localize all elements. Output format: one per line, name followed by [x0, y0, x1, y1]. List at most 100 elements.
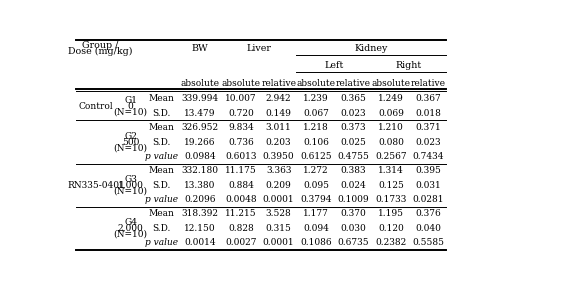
Text: 0.1733: 0.1733 [375, 195, 407, 204]
Text: Mean: Mean [149, 123, 175, 132]
Text: 0.7434: 0.7434 [413, 152, 444, 161]
Text: p value: p value [145, 195, 178, 204]
Text: 3.528: 3.528 [266, 210, 292, 218]
Text: 0.315: 0.315 [266, 224, 292, 233]
Text: 3.363: 3.363 [266, 166, 292, 175]
Text: 0.030: 0.030 [340, 224, 366, 233]
Text: 0.120: 0.120 [378, 224, 404, 233]
Text: BW: BW [191, 44, 208, 53]
Text: 0.0048: 0.0048 [225, 195, 257, 204]
Text: 0.6735: 0.6735 [338, 238, 369, 247]
Text: 0.4755: 0.4755 [338, 152, 370, 161]
Text: 0.094: 0.094 [303, 224, 329, 233]
Text: 0.149: 0.149 [266, 109, 292, 118]
Text: 0.383: 0.383 [341, 166, 366, 175]
Text: relative: relative [336, 79, 371, 88]
Text: 0.069: 0.069 [378, 109, 404, 118]
Text: 2.942: 2.942 [266, 94, 292, 103]
Text: Mean: Mean [149, 166, 175, 175]
Text: 0.203: 0.203 [266, 137, 292, 147]
Text: 1.249: 1.249 [378, 94, 404, 103]
Text: 0.0027: 0.0027 [225, 238, 257, 247]
Text: absolute: absolute [222, 79, 260, 88]
Text: 13.380: 13.380 [184, 181, 216, 190]
Text: 3.011: 3.011 [266, 123, 292, 132]
Text: 0.2382: 0.2382 [375, 238, 407, 247]
Text: 0.0281: 0.0281 [413, 195, 444, 204]
Text: 0.370: 0.370 [340, 210, 366, 218]
Text: 0.6013: 0.6013 [225, 152, 257, 161]
Text: (N=10): (N=10) [114, 143, 148, 152]
Text: 0.3794: 0.3794 [300, 195, 332, 204]
Text: 0.884: 0.884 [228, 181, 254, 190]
Text: 0.5585: 0.5585 [412, 238, 444, 247]
Text: 0.3950: 0.3950 [263, 152, 294, 161]
Text: 318.392: 318.392 [181, 210, 218, 218]
Text: absolute: absolute [181, 79, 219, 88]
Text: 1.195: 1.195 [378, 210, 404, 218]
Text: 0.1086: 0.1086 [300, 238, 332, 247]
Text: S.D.: S.D. [153, 137, 171, 147]
Text: 0.067: 0.067 [303, 109, 329, 118]
Text: (N=10): (N=10) [114, 107, 148, 116]
Text: 13.479: 13.479 [184, 109, 216, 118]
Text: S.D.: S.D. [153, 181, 171, 190]
Text: (N=10): (N=10) [114, 186, 148, 195]
Text: 0.376: 0.376 [416, 210, 441, 218]
Text: Mean: Mean [149, 210, 175, 218]
Text: 1.218: 1.218 [303, 123, 329, 132]
Text: Right: Right [396, 61, 422, 70]
Text: 0.106: 0.106 [303, 137, 329, 147]
Text: 0: 0 [128, 102, 133, 110]
Text: 0.720: 0.720 [228, 109, 254, 118]
Text: (N=10): (N=10) [114, 229, 148, 238]
Text: G4: G4 [124, 218, 137, 227]
Text: 10.007: 10.007 [225, 94, 257, 103]
Text: 0.0001: 0.0001 [263, 238, 294, 247]
Text: Liver: Liver [247, 44, 271, 53]
Text: 0.023: 0.023 [341, 109, 366, 118]
Text: 11.215: 11.215 [225, 210, 257, 218]
Text: 2,000: 2,000 [118, 224, 144, 233]
Text: 1.314: 1.314 [378, 166, 404, 175]
Text: 0.025: 0.025 [340, 137, 366, 147]
Text: 0.367: 0.367 [416, 94, 441, 103]
Text: 0.018: 0.018 [415, 109, 442, 118]
Text: 339.994: 339.994 [181, 94, 218, 103]
Text: 0.828: 0.828 [228, 224, 254, 233]
Text: 11.175: 11.175 [225, 166, 257, 175]
Text: S.D.: S.D. [153, 109, 171, 118]
Text: 0.373: 0.373 [341, 123, 366, 132]
Text: 0.095: 0.095 [303, 181, 329, 190]
Text: 12.150: 12.150 [184, 224, 216, 233]
Text: 500: 500 [122, 137, 139, 147]
Text: 0.2096: 0.2096 [184, 195, 216, 204]
Text: 1.272: 1.272 [303, 166, 329, 175]
Text: 0.125: 0.125 [378, 181, 404, 190]
Text: 0.209: 0.209 [266, 181, 292, 190]
Text: 9.834: 9.834 [228, 123, 254, 132]
Text: S.D.: S.D. [153, 224, 171, 233]
Text: Control: Control [79, 102, 113, 110]
Text: 0.040: 0.040 [415, 224, 442, 233]
Text: 0.2567: 0.2567 [375, 152, 407, 161]
Text: RN335-0401: RN335-0401 [67, 181, 125, 190]
Text: 0.395: 0.395 [415, 166, 442, 175]
Text: 0.023: 0.023 [416, 137, 441, 147]
Text: 1.177: 1.177 [303, 210, 329, 218]
Text: 1,000: 1,000 [118, 181, 144, 190]
Text: 0.6125: 0.6125 [300, 152, 332, 161]
Text: p value: p value [145, 238, 178, 247]
Text: G1: G1 [124, 96, 137, 105]
Text: 0.365: 0.365 [340, 94, 366, 103]
Text: 0.031: 0.031 [416, 181, 441, 190]
Text: relative: relative [411, 79, 446, 88]
Text: relative: relative [261, 79, 296, 88]
Text: 19.266: 19.266 [184, 137, 216, 147]
Text: Kidney: Kidney [355, 44, 388, 53]
Text: 0.0014: 0.0014 [184, 238, 216, 247]
Text: 0.1009: 0.1009 [338, 195, 369, 204]
Text: 332.180: 332.180 [181, 166, 218, 175]
Text: Dose (mg/kg): Dose (mg/kg) [68, 47, 133, 57]
Text: Group /: Group / [82, 41, 118, 51]
